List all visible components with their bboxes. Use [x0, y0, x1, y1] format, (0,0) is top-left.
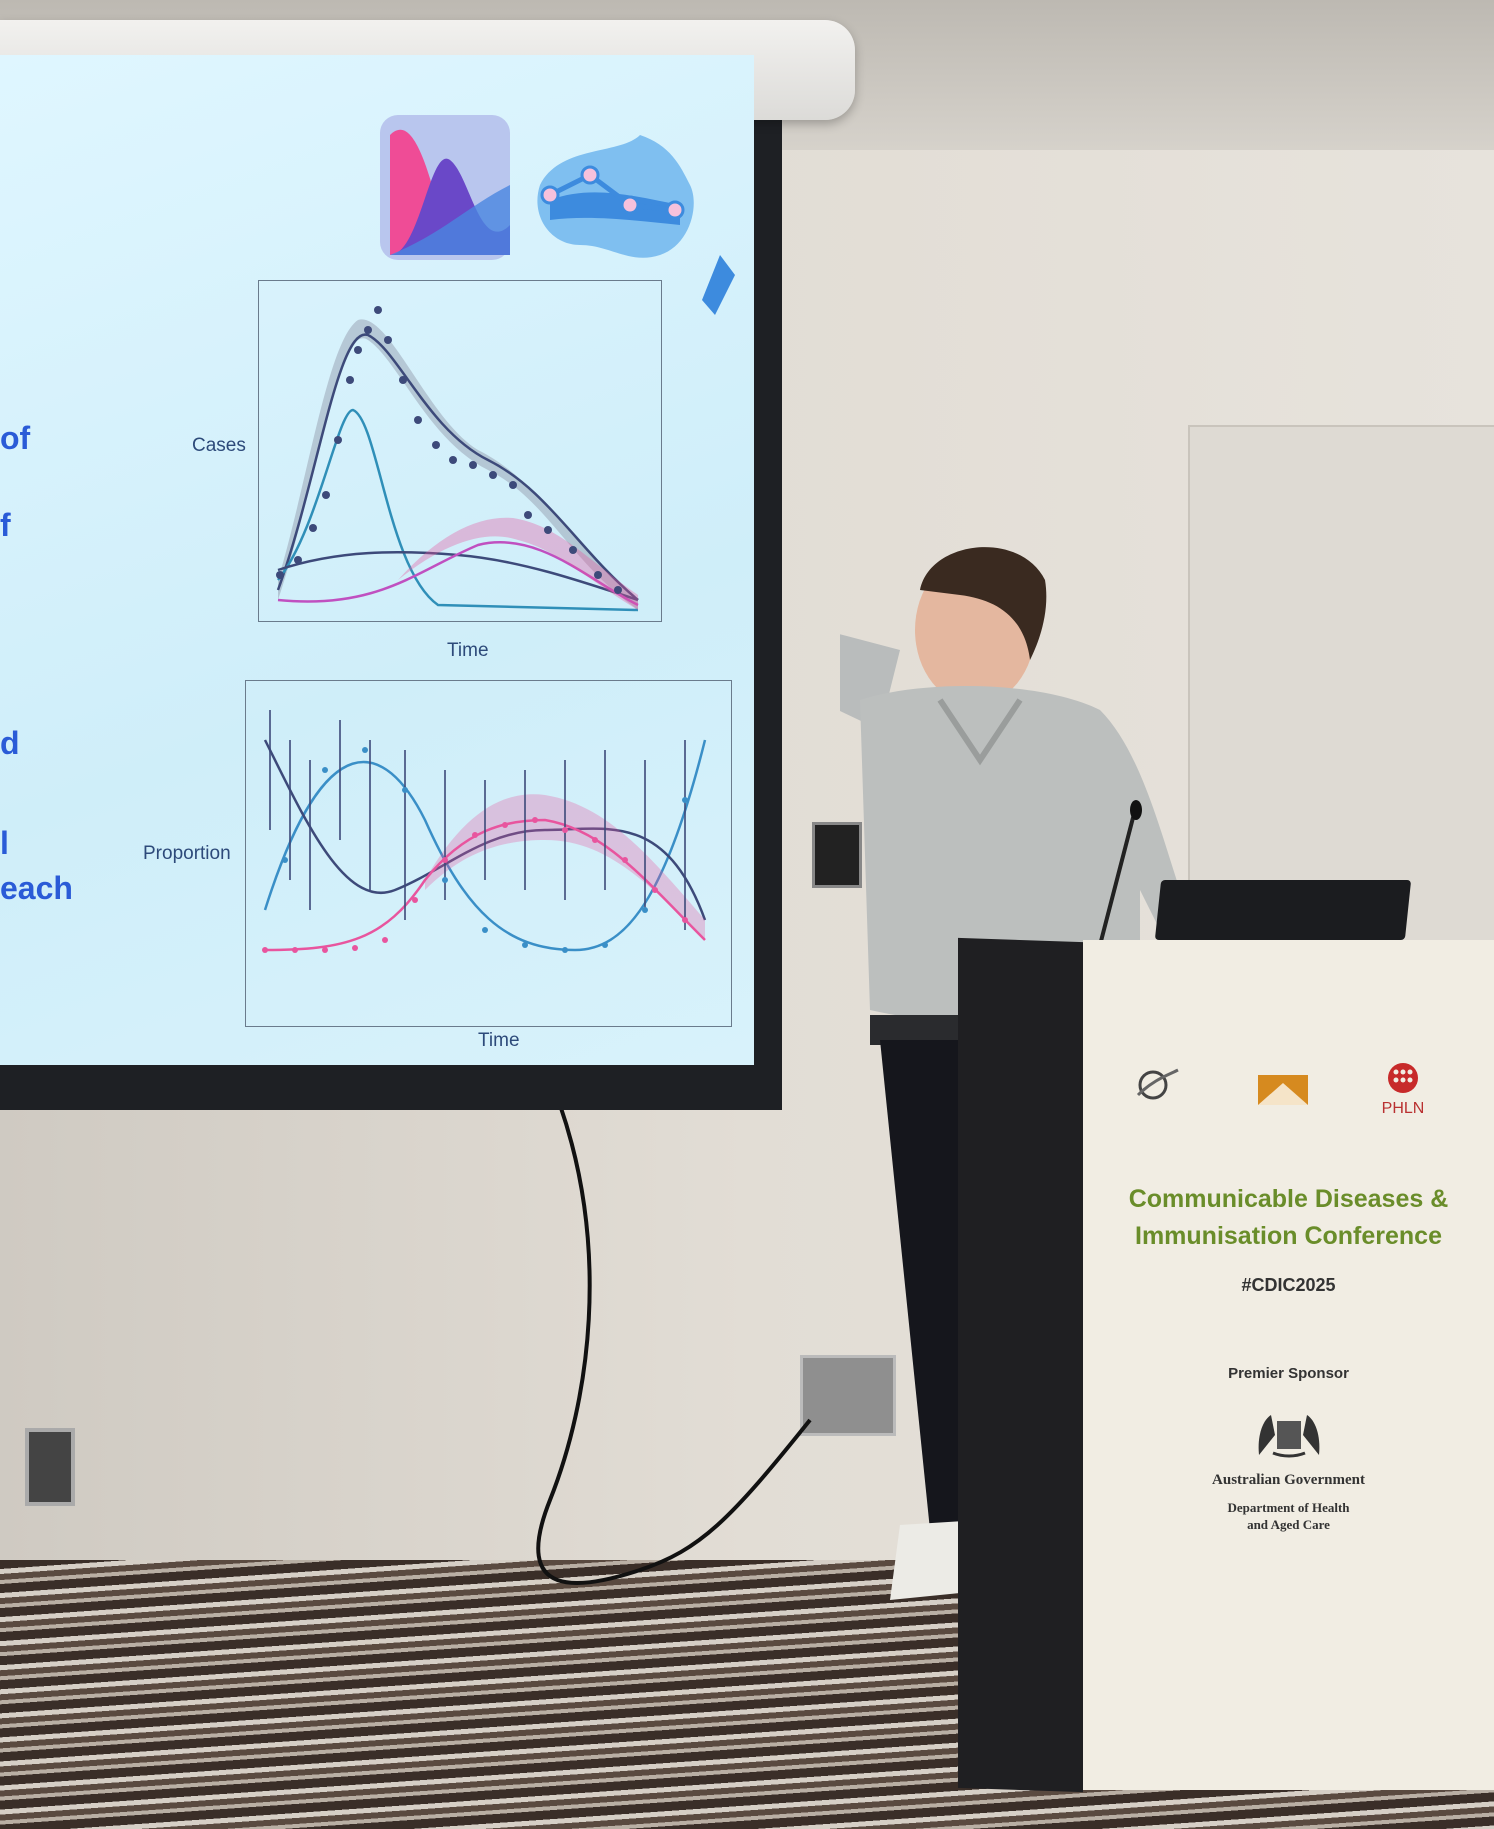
cases-chart-plot	[276, 306, 639, 612]
proportion-chart-panel	[245, 680, 732, 1027]
conference-title-line2: Immunisation Conference	[1135, 1222, 1442, 1250]
sponsor-department-line1: Department of Health	[1227, 1500, 1350, 1515]
av-socket-panel	[800, 1355, 896, 1436]
sponsor-name: Australian Government	[1212, 1472, 1365, 1488]
slide-text-fragment: each	[0, 870, 73, 906]
epidemic-curve-app-icon	[380, 115, 510, 260]
presentation-slide: of f d l each Cases Time	[0, 55, 754, 1065]
partner-logo-2	[1258, 1075, 1308, 1105]
time-axis-label: Time	[478, 1030, 520, 1051]
coat-of-arms-emblem	[1258, 1415, 1320, 1458]
wall-control-panel	[812, 822, 862, 888]
cases-chart-panel	[258, 280, 662, 622]
cable	[536, 1104, 812, 1586]
microphone	[1098, 800, 1142, 946]
wall-outlet	[25, 1428, 75, 1506]
cases-axis-label: Cases	[192, 435, 246, 456]
sponsor-department-line2: and Aged Care	[1247, 1517, 1330, 1532]
podium-front-banner: PHLN Communicable Diseases & Immunisatio…	[1083, 940, 1494, 1790]
slide-text-fragment: l	[0, 825, 9, 861]
slide-text-fragment: f	[0, 507, 11, 543]
podium: PHLN Communicable Diseases & Immunisatio…	[958, 937, 1494, 1793]
conference-hashtag: #CDIC2025	[1241, 1275, 1336, 1295]
time-axis-label: Time	[447, 640, 489, 661]
proportion-axis-label: Proportion	[143, 843, 231, 864]
partner-logo-1	[1136, 1068, 1179, 1100]
proportion-chart-plot	[262, 710, 707, 953]
slide-text-fragment: of	[0, 420, 31, 456]
sponsor-heading: Premier Sponsor	[1228, 1365, 1349, 1382]
podium-side	[958, 937, 1083, 1793]
phln-logo-text: PHLN	[1381, 1100, 1425, 1117]
australia-map-icon	[537, 135, 735, 315]
laptop	[1154, 880, 1412, 940]
slide-text-fragment: d	[0, 725, 20, 761]
phln-logo-icon	[1388, 1063, 1418, 1093]
conference-title-line1: Communicable Diseases &	[1128, 1185, 1449, 1213]
